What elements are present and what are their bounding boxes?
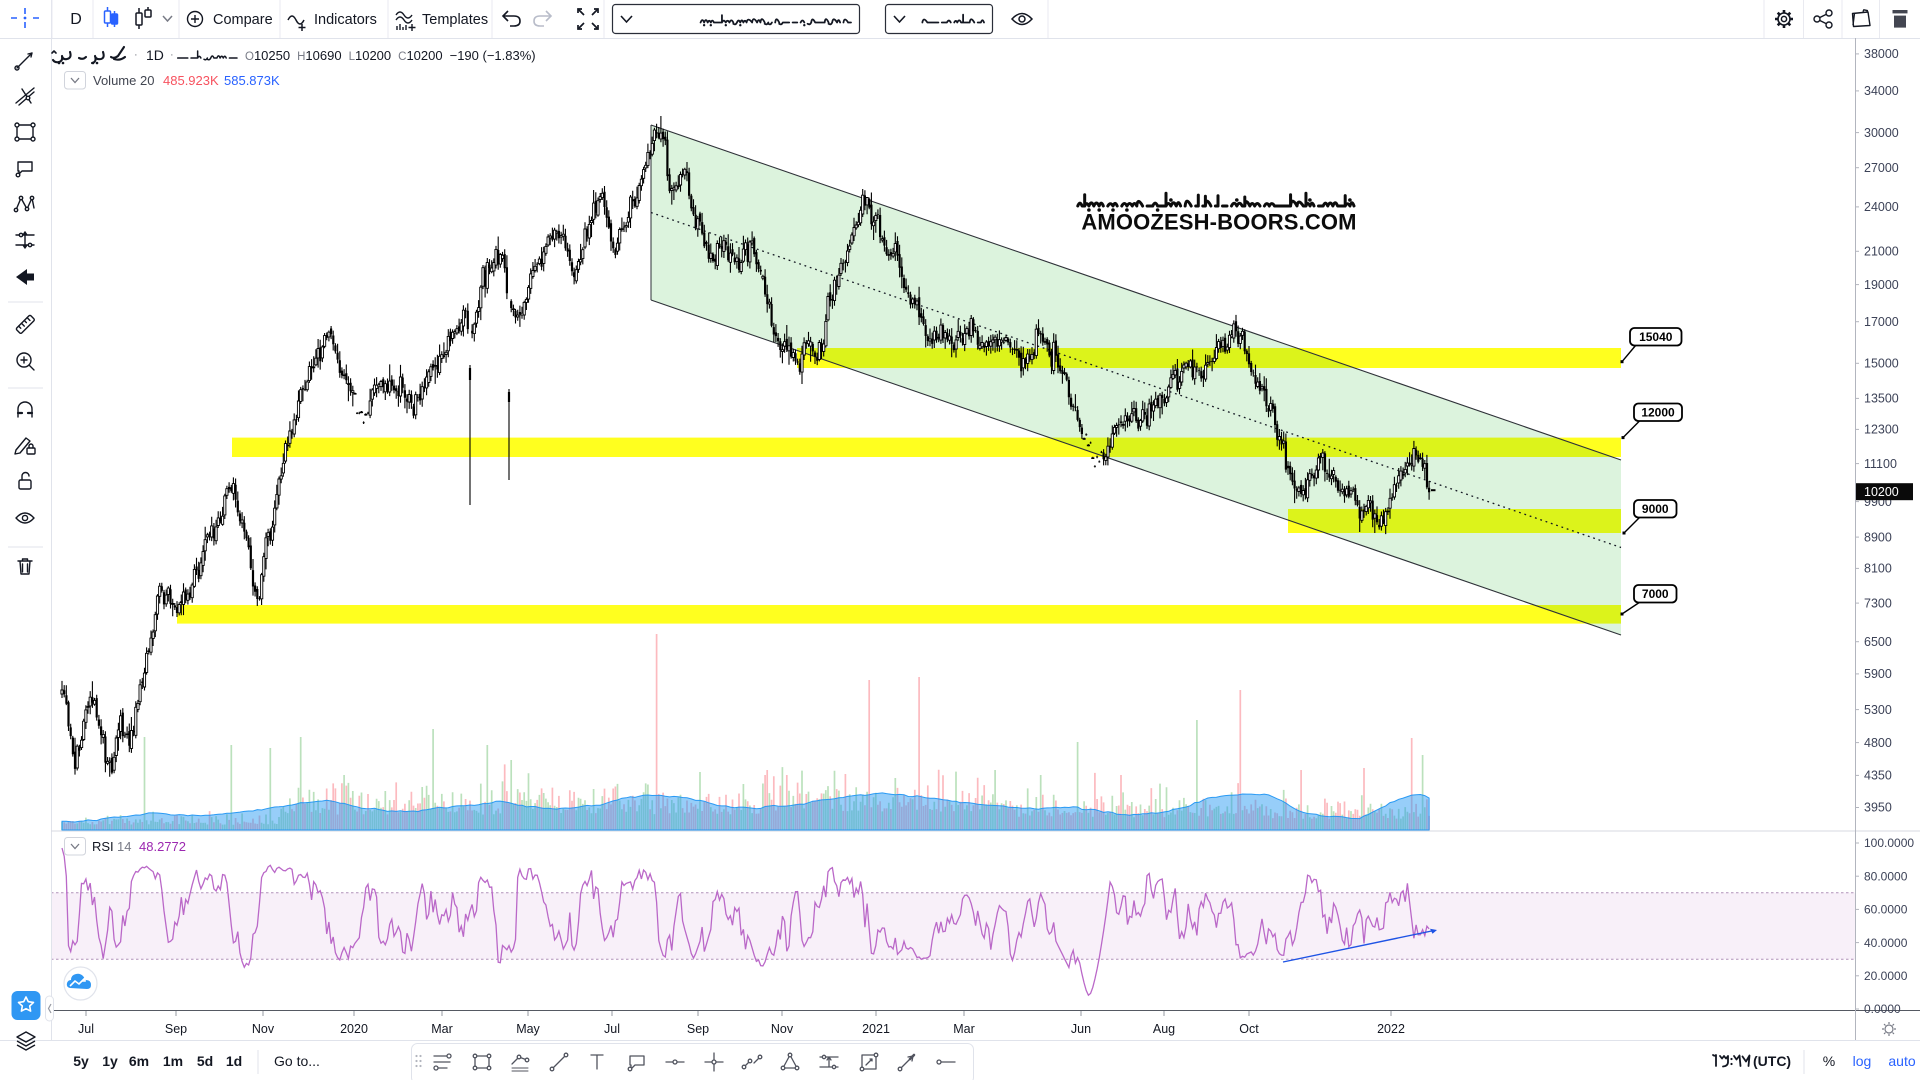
svg-text:20.0000: 20.0000: [1864, 969, 1908, 983]
svg-text:38000: 38000: [1864, 47, 1899, 61]
svg-text:12000: 12000: [1641, 405, 1675, 419]
svg-text:%: %: [1823, 1053, 1835, 1069]
svg-text:14: 14: [117, 839, 131, 854]
svg-text:Jul: Jul: [78, 1022, 94, 1036]
svg-text:15040: 15040: [1639, 330, 1673, 344]
svg-text:30000: 30000: [1864, 126, 1899, 140]
svg-text:1d: 1d: [226, 1053, 242, 1069]
svg-text:Mar: Mar: [431, 1022, 453, 1036]
svg-text:5d: 5d: [197, 1053, 213, 1069]
svg-text:(UTC): (UTC): [1753, 1053, 1791, 1069]
svg-text:1m: 1m: [163, 1053, 183, 1069]
svg-text:17000: 17000: [1864, 315, 1899, 329]
svg-text:·: ·: [134, 49, 138, 61]
svg-text:9000: 9000: [1642, 502, 1669, 516]
svg-text:27000: 27000: [1864, 161, 1899, 175]
svg-text:585.873K: 585.873K: [224, 73, 280, 88]
svg-text:log: log: [1853, 1053, 1872, 1069]
svg-text:AMOOZESH-BOORS.COM: AMOOZESH-BOORS.COM: [1081, 210, 1356, 235]
svg-text:Indicators: Indicators: [314, 12, 377, 28]
svg-text:2021: 2021: [862, 1022, 890, 1036]
svg-text:Jul: Jul: [604, 1022, 620, 1036]
svg-text:auto: auto: [1888, 1053, 1915, 1069]
svg-text:5y: 5y: [73, 1053, 89, 1069]
svg-text:Sep: Sep: [687, 1022, 709, 1036]
svg-text:21000: 21000: [1864, 245, 1899, 259]
svg-text:4350: 4350: [1864, 769, 1892, 783]
svg-text:6m: 6m: [129, 1053, 149, 1069]
svg-text:4800: 4800: [1864, 736, 1892, 750]
svg-text:·: ·: [170, 49, 174, 61]
svg-text:13500: 13500: [1864, 392, 1899, 406]
svg-text:Mar: Mar: [953, 1022, 975, 1036]
svg-text:Compare: Compare: [213, 12, 273, 28]
svg-text:8100: 8100: [1864, 562, 1892, 576]
svg-text:80.0000: 80.0000: [1864, 869, 1908, 883]
svg-text:7000: 7000: [1642, 587, 1669, 601]
svg-text:Jun: Jun: [1071, 1022, 1091, 1036]
svg-text:12300: 12300: [1864, 423, 1899, 437]
svg-text:24000: 24000: [1864, 200, 1899, 214]
svg-text:Volume 20: Volume 20: [93, 73, 154, 88]
svg-text:100.0000: 100.0000: [1864, 836, 1914, 850]
svg-text:1D: 1D: [146, 47, 164, 63]
svg-text:Oct: Oct: [1239, 1022, 1259, 1036]
svg-text:60.0000: 60.0000: [1864, 903, 1908, 917]
svg-text:3950: 3950: [1864, 801, 1892, 815]
svg-text:15000: 15000: [1864, 357, 1899, 371]
svg-text:40.0000: 40.0000: [1864, 936, 1908, 950]
svg-text:Nov: Nov: [252, 1022, 275, 1036]
svg-text:48.2772: 48.2772: [139, 839, 186, 854]
svg-text:6500: 6500: [1864, 635, 1892, 649]
svg-text:10200: 10200: [1864, 485, 1899, 499]
svg-text:D: D: [70, 11, 82, 28]
svg-text:2020: 2020: [340, 1022, 368, 1036]
svg-text:0.0000: 0.0000: [1864, 1002, 1901, 1016]
svg-text:RSI: RSI: [92, 839, 114, 854]
svg-text:Templates: Templates: [422, 12, 488, 28]
svg-text:Nov: Nov: [771, 1022, 794, 1036]
svg-text:485.923K: 485.923K: [163, 73, 219, 88]
svg-text:May: May: [516, 1022, 540, 1036]
svg-text:8900: 8900: [1864, 530, 1892, 544]
svg-text:1y: 1y: [102, 1053, 118, 1069]
svg-text:Aug: Aug: [1153, 1022, 1175, 1036]
svg-text:2022: 2022: [1377, 1022, 1405, 1036]
svg-text:34000: 34000: [1864, 84, 1899, 98]
svg-text:Go to...: Go to...: [274, 1053, 320, 1069]
svg-text:19000: 19000: [1864, 278, 1899, 292]
svg-text:5300: 5300: [1864, 703, 1892, 717]
svg-text:Sep: Sep: [165, 1022, 187, 1036]
svg-text:7300: 7300: [1864, 596, 1892, 610]
svg-text:11100: 11100: [1864, 457, 1897, 471]
svg-text:5900: 5900: [1864, 667, 1892, 681]
